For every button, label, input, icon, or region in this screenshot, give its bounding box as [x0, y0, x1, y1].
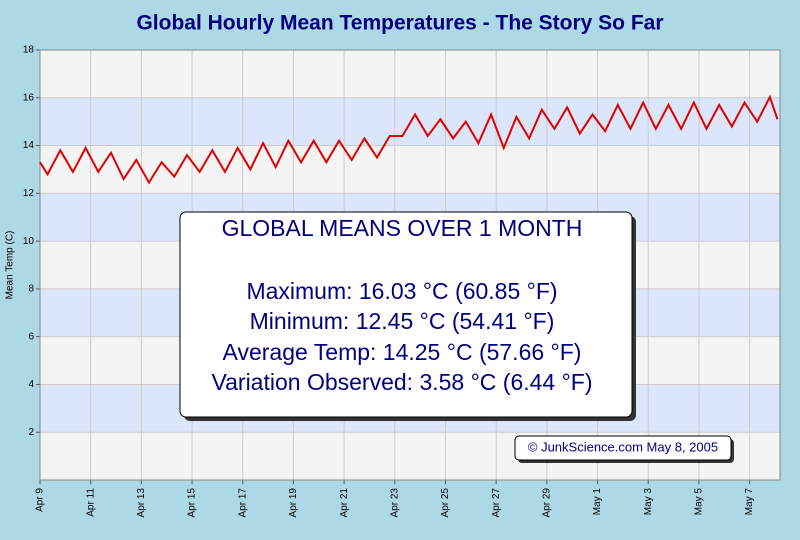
annotation-text: Maximum: 16.03 °C (60.85 °F): [246, 278, 557, 304]
annotation-text: GLOBAL MEANS OVER 1 MONTH: [222, 215, 583, 241]
credit-box: [514, 435, 732, 461]
x-tick-label: Apr 17: [237, 488, 248, 518]
x-tick-label: May 5: [694, 488, 705, 516]
y-axis-label: Mean Temp (C): [5, 231, 16, 300]
x-tick-label: May 7: [744, 488, 755, 516]
y-tick-label: 12: [23, 188, 35, 199]
x-tick-label: Apr 11: [85, 488, 96, 517]
x-tick-label: Apr 29: [541, 488, 552, 518]
data-line: [39, 94, 779, 185]
chart-title: Global Hourly Mean Temperatures - The St…: [136, 12, 663, 35]
credit-text: © JunkScience.com May 8, 2005: [528, 439, 718, 454]
x-tick-label: Apr 25: [440, 488, 451, 518]
y-tick-label: 18: [23, 45, 35, 56]
x-tick-label: Apr 23: [389, 488, 400, 518]
annotation-text: Variation Observed: 3.58 °C (6.44 °F): [211, 369, 592, 395]
x-tick-label: Apr 21: [339, 488, 350, 518]
x-tick-label: Apr 19: [288, 488, 299, 518]
x-tick-label: Apr 15: [187, 488, 198, 518]
y-tick-label: 10: [23, 236, 35, 247]
annotation-text: Average Temp: 14.25 °C (57.66 °F): [223, 339, 582, 365]
y-tick-label: 16: [23, 92, 35, 103]
x-tick-label: May 3: [643, 488, 654, 516]
x-tick-label: May 1: [592, 488, 603, 516]
y-tick-label: 8: [28, 284, 34, 295]
annotation-box: [179, 211, 633, 418]
y-tick-label: 2: [28, 427, 34, 438]
x-tick-label: Apr 13: [136, 488, 147, 518]
plot-border: [39, 49, 781, 481]
x-tick-label: Apr 27: [491, 488, 502, 518]
y-tick-label: 14: [23, 140, 35, 151]
y-tick-label: 6: [28, 331, 34, 342]
x-tick-label: Apr 9: [35, 488, 46, 512]
y-tick-label: 4: [28, 379, 34, 390]
annotation-text: Minimum: 12.45 °C (54.41 °F): [250, 308, 555, 334]
